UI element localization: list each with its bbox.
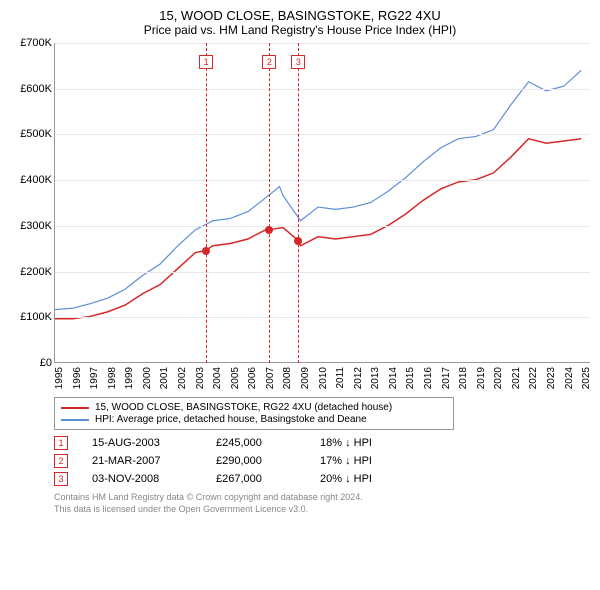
legend: 15, WOOD CLOSE, BASINGSTOKE, RG22 4XU (d… [54,397,454,430]
x-tick-label: 2023 [546,367,557,389]
chart-container: 15, WOOD CLOSE, BASINGSTOKE, RG22 4XU Pr… [0,0,600,523]
gridline [55,43,590,44]
sale-point-dot [294,237,302,245]
footnote-line-1: Contains HM Land Registry data © Crown c… [54,492,590,504]
gridline [55,272,590,273]
marker-line [298,43,299,363]
legend-swatch [61,419,89,421]
x-tick-label: 2007 [265,367,276,389]
sale-index-box: 2 [54,454,68,468]
x-tick-label: 2002 [177,367,188,389]
marker-index-box: 3 [291,55,305,69]
y-tick-label: £500K [20,128,52,140]
y-tick-label: £600K [20,83,52,95]
gridline [55,226,590,227]
x-tick-label: 1999 [124,367,135,389]
x-tick-label: 2013 [370,367,381,389]
legend-label: 15, WOOD CLOSE, BASINGSTOKE, RG22 4XU (d… [95,402,392,413]
x-tick-label: 2000 [142,367,153,389]
sale-price: £245,000 [216,437,296,449]
x-tick-label: 2024 [564,367,575,389]
sale-row: 1 15-AUG-2003 £245,000 18% ↓ HPI [54,436,590,450]
sale-index-box: 1 [54,436,68,450]
y-tick-label: £400K [20,174,52,186]
sale-date: 21-MAR-2007 [92,455,192,467]
x-tick-label: 1996 [72,367,83,389]
y-tick-label: £300K [20,220,52,232]
sale-point-dot [202,247,210,255]
sale-price: £267,000 [216,473,296,485]
marker-line [269,43,270,363]
series-line-property [55,139,581,319]
legend-row: HPI: Average price, detached house, Basi… [61,414,447,425]
plot-area: 1 2 3 [54,43,590,363]
sale-pct: 18% ↓ HPI [320,437,420,449]
y-tick-label: £700K [20,37,52,49]
x-tick-label: 2018 [458,367,469,389]
x-tick-label: 2003 [195,367,206,389]
x-tick-label: 2006 [247,367,258,389]
sale-date: 03-NOV-2008 [92,473,192,485]
x-tick-label: 2020 [493,367,504,389]
x-tick-label: 2012 [353,367,364,389]
x-tick-label: 2017 [441,367,452,389]
x-tick-label: 2019 [476,367,487,389]
y-tick-label: £100K [20,311,52,323]
sale-row: 3 03-NOV-2008 £267,000 20% ↓ HPI [54,472,590,486]
x-tick-label: 1997 [89,367,100,389]
sales-table: 1 15-AUG-2003 £245,000 18% ↓ HPI 2 21-MAR-200… [54,436,590,486]
x-tick-label: 2004 [212,367,223,389]
x-tick-label: 2022 [528,367,539,389]
x-tick-label: 1995 [54,367,65,389]
footnote: Contains HM Land Registry data © Crown c… [54,492,590,515]
marker-line [206,43,207,363]
legend-row: 15, WOOD CLOSE, BASINGSTOKE, RG22 4XU (d… [61,402,447,413]
y-tick-label: £200K [20,266,52,278]
series-line-hpi [55,70,581,309]
gridline [55,317,590,318]
legend-swatch [61,407,89,409]
x-tick-label: 2021 [511,367,522,389]
series-svg [55,43,590,362]
legend-label: HPI: Average price, detached house, Basi… [95,414,367,425]
x-tick-label: 2009 [300,367,311,389]
x-tick-label: 2014 [388,367,399,389]
gridline [55,89,590,90]
marker-index-box: 2 [262,55,276,69]
sale-pct: 20% ↓ HPI [320,473,420,485]
x-tick-label: 2005 [230,367,241,389]
footnote-line-2: This data is licensed under the Open Gov… [54,504,590,516]
x-tick-label: 2010 [318,367,329,389]
y-tick-label: £0 [40,357,52,369]
chart-title: 15, WOOD CLOSE, BASINGSTOKE, RG22 4XU [10,8,590,23]
sale-row: 2 21-MAR-2007 £290,000 17% ↓ HPI [54,454,590,468]
x-tick-label: 2025 [581,367,592,389]
x-tick-label: 2016 [423,367,434,389]
x-axis: 1995 1996 1997 1998 1999 2000 2001 2002 2003 2004… [54,363,590,393]
chart-area: £0£100K£200K£300K£400K£500K£600K£700K 12… [10,43,590,393]
x-tick-label: 2008 [282,367,293,389]
gridline [55,180,590,181]
marker-index-box: 1 [199,55,213,69]
x-tick-label: 1998 [107,367,118,389]
sale-index-box: 3 [54,472,68,486]
x-tick-label: 2015 [405,367,416,389]
x-tick-label: 2001 [159,367,170,389]
y-axis: £0£100K£200K£300K£400K£500K£600K£700K [10,43,54,363]
sale-date: 15-AUG-2003 [92,437,192,449]
sale-pct: 17% ↓ HPI [320,455,420,467]
chart-subtitle: Price paid vs. HM Land Registry's House … [10,23,590,37]
x-tick-label: 2011 [335,367,346,389]
gridline [55,134,590,135]
sale-point-dot [265,226,273,234]
sale-price: £290,000 [216,455,296,467]
